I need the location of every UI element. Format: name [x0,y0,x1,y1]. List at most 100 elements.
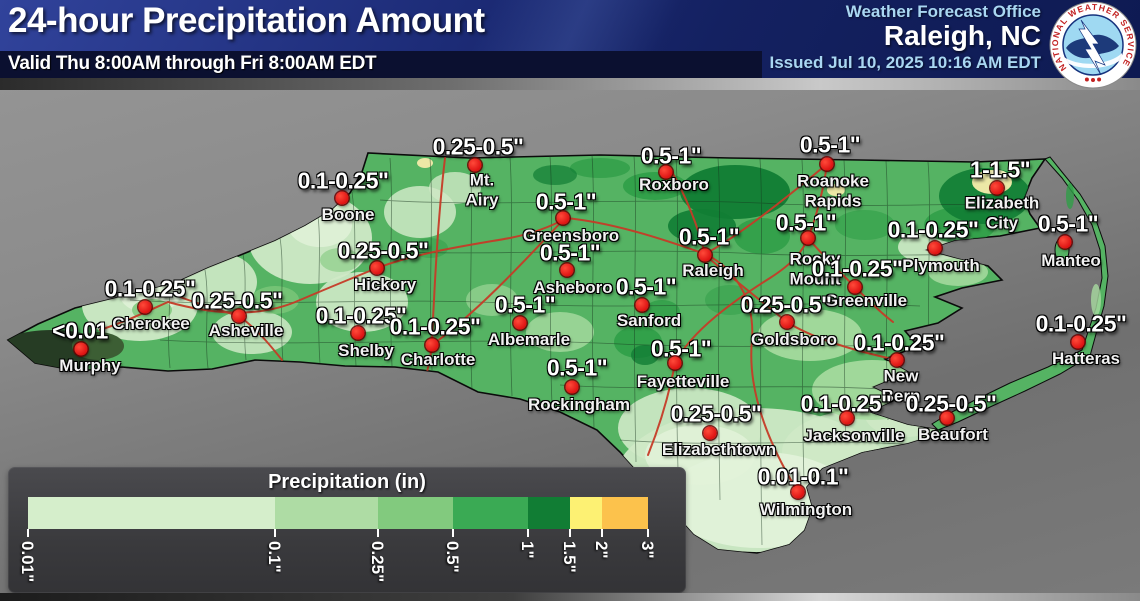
legend-tick-label-1.5: 1.5" [560,541,579,573]
precip-value-elizabeth-city: 1-1.5" [969,156,1031,183]
banks-shading [1091,284,1101,316]
city-label-hatteras: Hatteras [1051,348,1121,368]
city-dot-fayetteville [668,356,682,370]
city-dot-sanford [635,298,649,312]
precip-value-boone: 0.1-0.25" [297,167,389,194]
city-label-manteo: Manteo [1041,250,1101,270]
city-dot-greenville [848,280,862,294]
city-dot-jacksonville [840,411,854,425]
city-dot-wilmington [791,485,805,499]
city-label-jacksonville: Jacksonville [803,425,905,445]
legend-tick-label-2: 2" [592,541,611,559]
page-title: 24-hour Precipitation Amount [8,1,485,40]
banks-shading-dark [1066,183,1074,209]
city-dot-plymouth [928,241,942,255]
precip-value-goldsboro: 0.25-0.5" [740,291,832,318]
valid-period-strip: Valid Thu 8:00AM through Fri 8:00AM EDT [0,51,762,78]
city-dot-raleigh [698,248,712,262]
city-label-fayetteville: Fayetteville [636,371,730,391]
city-dot-mt-airy [468,158,482,172]
precip-value-roanoke-rapids: 0.5-1" [799,131,861,158]
city-label-asheboro: Asheboro [533,277,613,297]
city-label-greenville: Greenville [824,290,908,310]
city-label-goldsboro: Goldsboro [751,329,837,349]
city-dot-hickory [370,261,384,275]
city-label-asheville: Asheville [208,320,284,340]
city-label-charlotte: Charlotte [400,349,476,369]
precip-value-roxboro: 0.5-1" [640,142,702,169]
legend-segment-5 [570,497,602,529]
city-dot-roanoke-rapids [820,157,834,171]
city-label-elizabethtown: Elizabethtown [661,439,777,459]
city-dot-roxboro [659,165,673,179]
city-dot-shelby [351,326,365,340]
precip-value-manteo: 0.5-1" [1037,210,1099,237]
city-dot-goldsboro [780,315,794,329]
office-block: Weather Forecast Office Raleigh, NC Issu… [770,3,1042,71]
legend-tick-3 [647,529,649,537]
city-dot-murphy [74,342,88,356]
precip-value-murphy: <0.01 [52,317,108,344]
city-dot-new-bern [890,353,904,367]
city-dot-rockingham [565,380,579,394]
precip-value-new-bern: 0.1-0.25" [853,329,945,356]
highways-layer [99,157,898,493]
city-dot-charlotte [425,338,439,352]
city-label-albemarle: Albemarle [487,329,571,349]
legend-tick-1.5 [569,529,571,537]
city-dot-hatteras [1071,335,1085,349]
city-dot-cherokee [138,300,152,314]
city-label-rockingham: Rockingham [527,394,631,414]
precip-value-hatteras: 0.1-0.25" [1035,310,1127,337]
city-label-rocky-mount: Rocky Mount [789,249,841,289]
outer-banks [931,156,1109,431]
legend-segment-0 [28,497,275,529]
city-dot-asheville [232,309,246,323]
legend-segment-2 [378,497,453,529]
city-label-roanoke-rapids: Roanoke Rapids [797,171,869,211]
header-divider-strip [0,78,1140,90]
city-dot-elizabeth-city [990,181,1004,195]
precip-value-raleigh: 0.5-1" [678,223,740,250]
city-label-boone: Boone [321,204,375,224]
precip-value-asheboro: 0.5-1" [539,239,601,266]
city-label-hickory: Hickory [353,274,417,294]
city-label-cherokee: Cherokee [112,313,190,333]
city-label-elizabeth-city: Elizabeth City [964,193,1040,233]
precip-value-plymouth: 0.1-0.25" [887,216,979,243]
legend-tick-label-3: 3" [638,541,657,559]
legend-segment-1 [275,497,378,529]
precip-value-sanford: 0.5-1" [615,273,677,300]
precip-value-fayetteville: 0.5-1" [650,335,712,362]
precip-value-mt-airy: 0.25-0.5" [432,133,524,160]
office-label: Weather Forecast Office [845,2,1041,21]
precip-value-charlotte: 0.1-0.25" [389,313,481,340]
legend-tick-label-0.01: 0.01" [18,541,37,583]
legend-tick-label-0.1: 0.1" [265,541,284,573]
precip-value-elizabethtown: 0.25-0.5" [670,400,762,427]
city-dot-greensboro [556,211,570,225]
city-dot-manteo [1058,235,1072,249]
legend-segment-4 [528,497,570,529]
city-label-wilmington: Wilmington [759,499,853,519]
nws-logo-icon: NATIONAL WEATHER SERVICE [1049,1,1137,89]
city-label-mt-airy: Mt. Airy [465,170,499,210]
city-label-plymouth: Plymouth [902,255,980,275]
legend-segment-3 [453,497,528,529]
precip-value-rockingham: 0.5-1" [546,354,608,381]
city-label-greensboro: Greensboro [522,225,620,245]
city-dot-boone [335,191,349,205]
legend-bar: 0.01" 0.1" 0.25" 0.5" 1" 1.5" 2" 3" [8,467,686,593]
issued-timestamp: Issued Jul 10, 2025 10:16 AM EDT [769,52,1042,72]
legend-tick-1 [527,529,529,537]
legend-tick-label-0.5: 0.5" [443,541,462,573]
legend-tick-0.5 [452,529,454,537]
legend-tick-0.25 [377,529,379,537]
city-dot-rocky-mount [801,231,815,245]
city-dot-asheboro [560,263,574,277]
precip-value-cherokee: 0.1-0.25" [104,275,196,302]
city-dot-albemarle [513,316,527,330]
